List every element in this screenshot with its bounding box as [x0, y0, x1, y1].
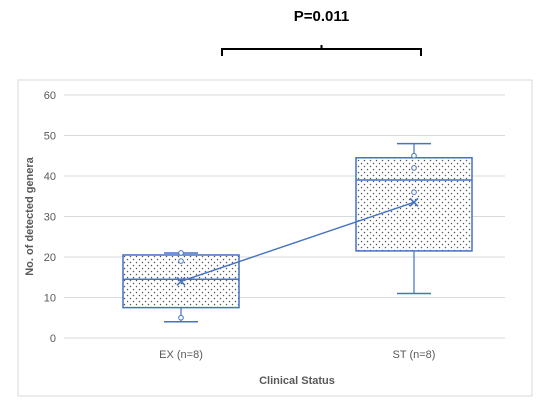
y-tick-label: 60: [44, 90, 56, 102]
chart-frame: [17, 79, 533, 397]
mean-marker: [176, 276, 186, 286]
x-tick-label: ST (n=8): [393, 349, 436, 361]
data-point: [178, 314, 184, 321]
y-tick-label: 50: [44, 131, 56, 143]
boxes: [122, 142, 473, 323]
mean-marker-stroke: [409, 197, 419, 207]
y-axis-title: No. of detected genera: [24, 156, 36, 275]
y-tick-label: 30: [44, 212, 56, 224]
y-tick-label: 20: [44, 252, 56, 264]
data-point: [178, 250, 184, 256]
y-tick-label: 40: [44, 171, 56, 183]
y-tick-label: 10: [44, 293, 56, 305]
significance-bracket: P=0.011: [221, 8, 422, 56]
mean-marker-stroke: [176, 276, 186, 286]
y-tick-label: 0: [50, 333, 56, 345]
bracket-line: [221, 45, 422, 56]
x-tick-label: EX (n=8): [159, 349, 203, 361]
x-axis-ticks: EX (n=8) ST (n=8): [159, 349, 435, 361]
data-point: [411, 189, 417, 195]
mean-connector-line: [180, 201, 415, 282]
box-group: [122, 250, 240, 323]
mean-markers: [176, 197, 419, 286]
p-value-label: P=0.011: [294, 8, 349, 25]
box-group: [355, 142, 473, 295]
data-point: [411, 165, 417, 171]
mean-marker: [409, 197, 419, 207]
x-axis-title: Clinical Status: [259, 375, 335, 387]
data-point: [411, 152, 417, 159]
y-axis-ticks: 0 10 20 30 40 50 60: [44, 90, 56, 345]
box-iqr: [355, 157, 473, 252]
data-point: [178, 258, 184, 264]
